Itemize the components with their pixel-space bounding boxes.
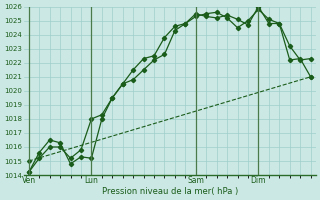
X-axis label: Pression niveau de la mer( hPa ): Pression niveau de la mer( hPa ) <box>101 187 238 196</box>
